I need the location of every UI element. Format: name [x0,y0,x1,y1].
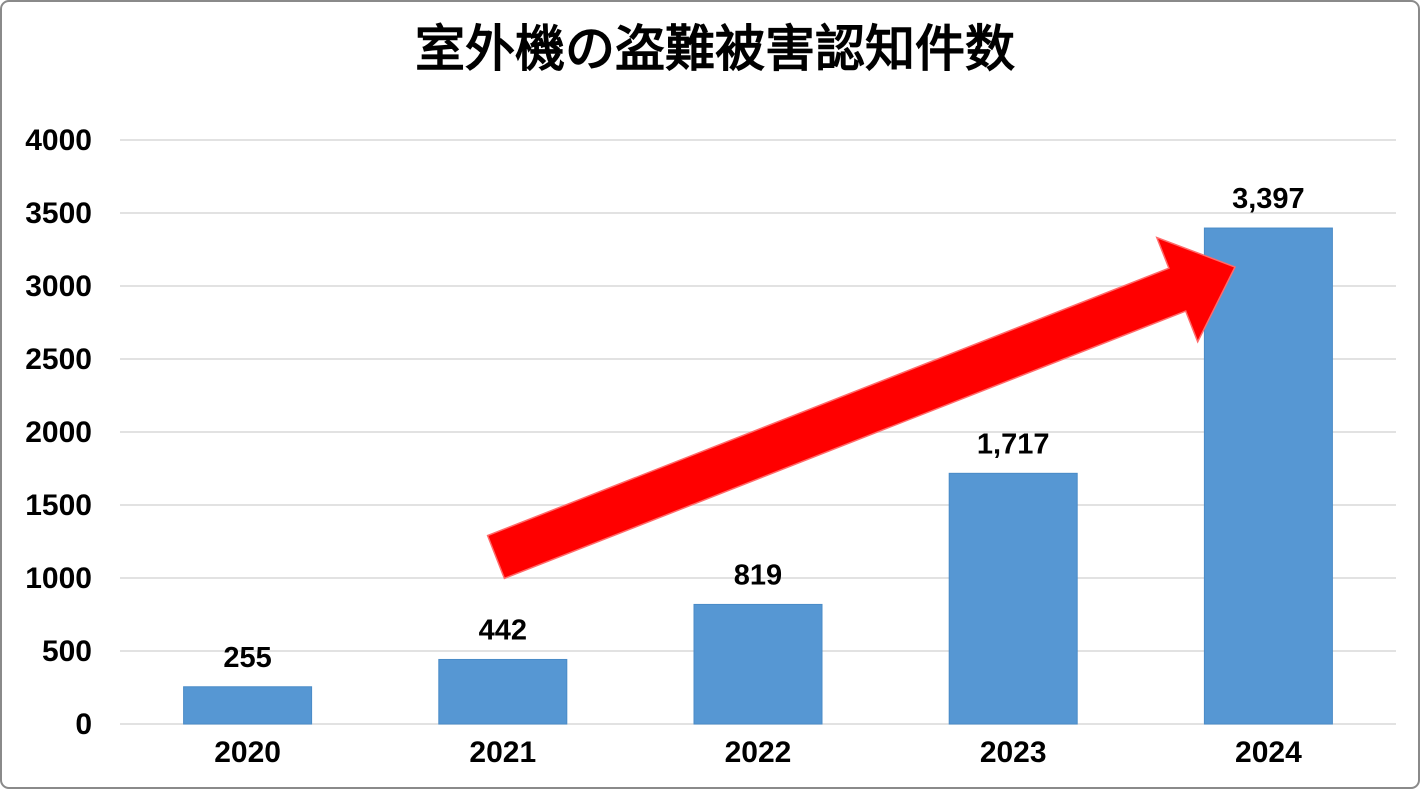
value-label-2024: 3,397 [1232,183,1305,215]
x-tick-label-2021: 2021 [469,736,536,769]
y-tick-label-4000: 4000 [25,124,92,157]
x-axis-category-labels: 2020 2021 2022 2023 2024 [214,736,1302,769]
x-tick-label-2024: 2024 [1235,736,1302,769]
bar-2023 [948,472,1078,725]
y-tick-label-1000: 1000 [25,562,92,595]
value-label-2021: 442 [479,614,527,646]
y-tick-label-0: 0 [75,708,92,741]
chart-title: 室外機の盗難被害認知件数 [415,21,1015,77]
y-tick-label-3500: 3500 [25,197,92,230]
y-axis-tick-labels: 0 500 1000 1500 2000 2500 3000 3500 4000 [25,124,92,741]
y-tick-label-2500: 2500 [25,343,92,376]
x-tick-label-2022: 2022 [725,736,792,769]
bar-series [183,227,1333,725]
y-tick-label-1500: 1500 [25,489,92,522]
bar-2022 [693,603,823,725]
y-tick-label-3000: 3000 [25,270,92,303]
value-label-2020: 255 [223,642,271,674]
bar-2021 [438,658,568,725]
upward-trend-arrow [486,236,1237,580]
bar-2024 [1203,227,1333,725]
bar-value-labels: 255 442 819 1,717 3,397 [223,183,1304,674]
x-tick-label-2023: 2023 [980,736,1047,769]
y-tick-label-500: 500 [42,635,92,668]
bar-2020 [183,686,313,725]
y-tick-label-2000: 2000 [25,416,92,449]
value-label-2023: 1,717 [977,428,1050,460]
x-tick-label-2020: 2020 [214,736,281,769]
value-label-2022: 819 [734,559,782,591]
